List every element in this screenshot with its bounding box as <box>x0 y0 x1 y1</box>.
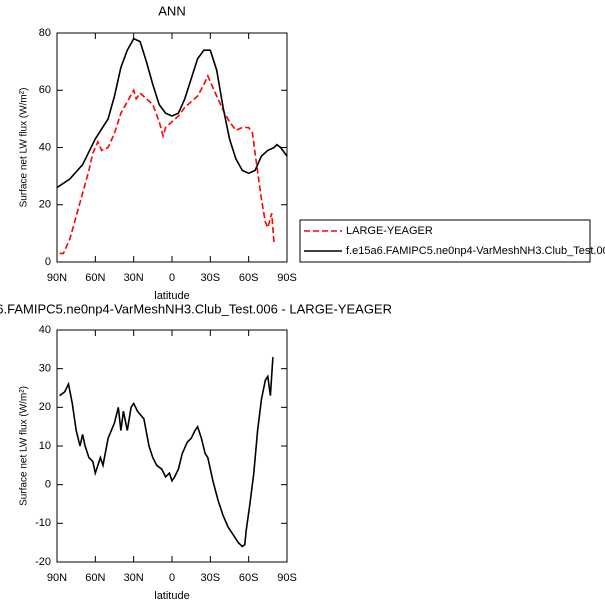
chart-title: f.e15a6.FAMIPC5.ne0np4-VarMeshNH3.Club_T… <box>0 301 392 316</box>
y-tick-label: 40 <box>39 324 51 336</box>
chart-title: ANN <box>158 3 185 18</box>
y-tick-label: -10 <box>35 517 51 529</box>
y-tick-label: 0 <box>45 256 51 268</box>
x-tick-label: 30N <box>124 272 144 284</box>
x-tick-label: 90S <box>277 572 297 584</box>
x-tick-label: 0 <box>169 272 175 284</box>
plot-frame <box>56 329 288 563</box>
y-tick-label: 60 <box>39 84 51 96</box>
x-tick-label: 60S <box>239 272 259 284</box>
y-tick-label: 0 <box>45 479 51 491</box>
x-tick-label: 30S <box>201 272 221 284</box>
plot-frame <box>56 32 288 263</box>
y-tick-label: 80 <box>39 27 51 39</box>
y-axis-label: Surface net LW flux (W/m²) <box>19 386 30 506</box>
series-line <box>59 73 275 255</box>
series-line <box>59 357 274 548</box>
x-tick-label: 90N <box>47 272 67 284</box>
y-axis-label: Surface net LW flux (W/m²) <box>19 88 30 208</box>
y-tick-label: -20 <box>35 556 51 568</box>
x-tick-label: 60N <box>85 272 105 284</box>
x-tick-label: 90S <box>277 272 297 284</box>
series-line <box>56 37 288 189</box>
y-tick-label: 10 <box>39 440 51 452</box>
y-tick-label: 20 <box>39 401 51 413</box>
x-tick-label: 60S <box>239 572 259 584</box>
x-tick-label: 60N <box>85 572 105 584</box>
y-tick-label: 40 <box>39 141 51 153</box>
x-axis-label: latitude <box>154 590 189 602</box>
legend-box <box>299 219 591 263</box>
x-axis-label: latitude <box>154 290 189 302</box>
x-tick-label: 90N <box>47 572 67 584</box>
x-tick-label: 0 <box>169 572 175 584</box>
legend-label: LARGE-YEAGER <box>346 225 433 237</box>
legend-label: f.e15a6.FAMIPC5.ne0np4-VarMeshNH3.Club_T… <box>346 245 605 257</box>
x-tick-label: 30S <box>201 572 221 584</box>
y-tick-label: 30 <box>39 363 51 375</box>
y-tick-label: 20 <box>39 199 51 211</box>
x-tick-label: 30N <box>124 572 144 584</box>
